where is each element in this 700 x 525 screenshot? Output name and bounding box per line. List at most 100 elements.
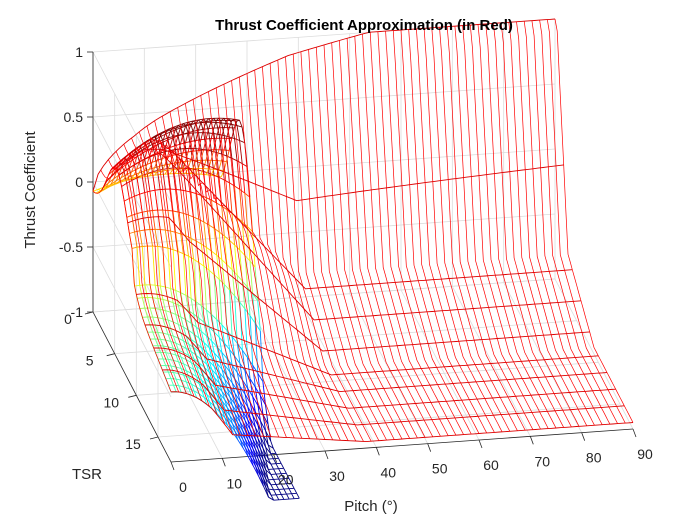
true-mesh-line [128,198,133,216]
x-tick-mark [324,450,329,460]
true-mesh-line [231,127,235,139]
true-mesh-line [286,493,290,500]
true-mesh-line [216,385,221,394]
true-mesh-line [224,399,228,408]
true-mesh-line [234,393,238,404]
true-mesh-line [185,381,190,389]
approx-mesh-line [269,63,349,441]
true-mesh-line [141,246,146,285]
x-tick-label: 60 [483,457,499,473]
true-mesh-line [210,169,215,176]
true-mesh-line [214,406,218,414]
true-mesh-line [152,316,158,319]
approx-mesh-line [144,324,608,393]
true-mesh-line [239,301,246,310]
true-mesh-line [121,174,127,178]
true-mesh-line [198,351,202,360]
true-mesh-line [219,393,226,400]
true-mesh-line [190,148,194,170]
true-mesh-line [296,493,300,499]
true-mesh-line [265,459,269,470]
true-mesh-line [182,134,187,149]
true-mesh-line [216,363,220,373]
approx-mesh-line [101,148,564,202]
true-mesh-line [262,469,267,480]
true-mesh-line [275,463,279,469]
true-mesh-line [252,396,259,406]
true-mesh-line [234,185,238,218]
true-mesh-line [208,372,213,381]
true-mesh-line [178,385,184,388]
true-mesh-line [131,164,135,173]
true-mesh-line [167,168,171,190]
true-mesh-line [237,402,243,412]
true-mesh-line [173,372,177,380]
true-mesh-line [164,189,169,211]
true-mesh-line [157,246,161,286]
true-mesh-line [169,127,174,133]
true-mesh-line [144,192,148,212]
true-mesh-line [285,473,290,479]
true-mesh-line [221,117,225,121]
true-mesh-line [244,420,249,431]
true-mesh-line [218,120,222,128]
true-mesh-line [280,494,285,500]
x-tick-mark [375,447,380,456]
true-mesh-line [190,323,195,335]
true-mesh-line [229,118,235,120]
true-mesh-line [193,379,200,384]
true-mesh-line [232,423,236,432]
z-tick-label: -0.5 [59,239,83,255]
true-mesh-line [172,126,176,129]
true-mesh-line [198,262,205,267]
true-mesh-line [275,484,280,490]
true-mesh-line [195,240,202,245]
true-mesh-line [178,350,182,358]
true-mesh-line [203,322,207,336]
true-mesh-line [206,247,212,252]
true-mesh-line [221,400,226,410]
true-mesh-line [288,478,292,484]
true-mesh-line [154,174,160,176]
true-mesh-line [244,439,249,449]
true-mesh-line [218,176,225,181]
true-mesh-line [178,251,184,255]
true-mesh-line [152,136,156,139]
true-mesh-line [213,331,220,338]
true-mesh-line [216,346,220,359]
true-mesh-line [208,361,213,370]
true-mesh-line [154,324,159,333]
true-mesh-line [168,358,174,361]
x-tick-label: 40 [381,464,397,480]
true-mesh-line [278,468,282,474]
true-mesh-line [228,136,233,159]
true-mesh-line [208,382,213,390]
true-mesh-line [151,159,158,163]
true-mesh-line [182,253,187,296]
true-mesh-line [162,210,166,231]
true-mesh-line [193,390,200,395]
approx-mesh-line [300,51,380,441]
approx-mesh-line [531,20,611,425]
true-mesh-line [221,324,225,344]
true-mesh-line [190,192,194,218]
true-mesh-line [190,339,197,344]
true-mesh-line [149,307,154,318]
true-mesh-line [157,245,163,248]
true-mesh-line [221,391,226,400]
true-mesh-line [188,355,192,363]
true-mesh-line [185,151,189,162]
true-mesh-line [131,180,135,197]
true-mesh-line [203,221,210,226]
true-mesh-line [162,246,168,249]
true-mesh-line [224,343,230,350]
approx-mesh-line [246,73,326,440]
true-mesh-line [206,384,210,393]
true-mesh-line [239,439,244,448]
approx-mesh-line [285,56,364,442]
x-tick-mark [581,432,586,441]
true-mesh-line [165,310,171,313]
true-mesh-line [260,420,264,435]
true-mesh-line [216,117,220,121]
true-mesh-line [175,290,179,305]
